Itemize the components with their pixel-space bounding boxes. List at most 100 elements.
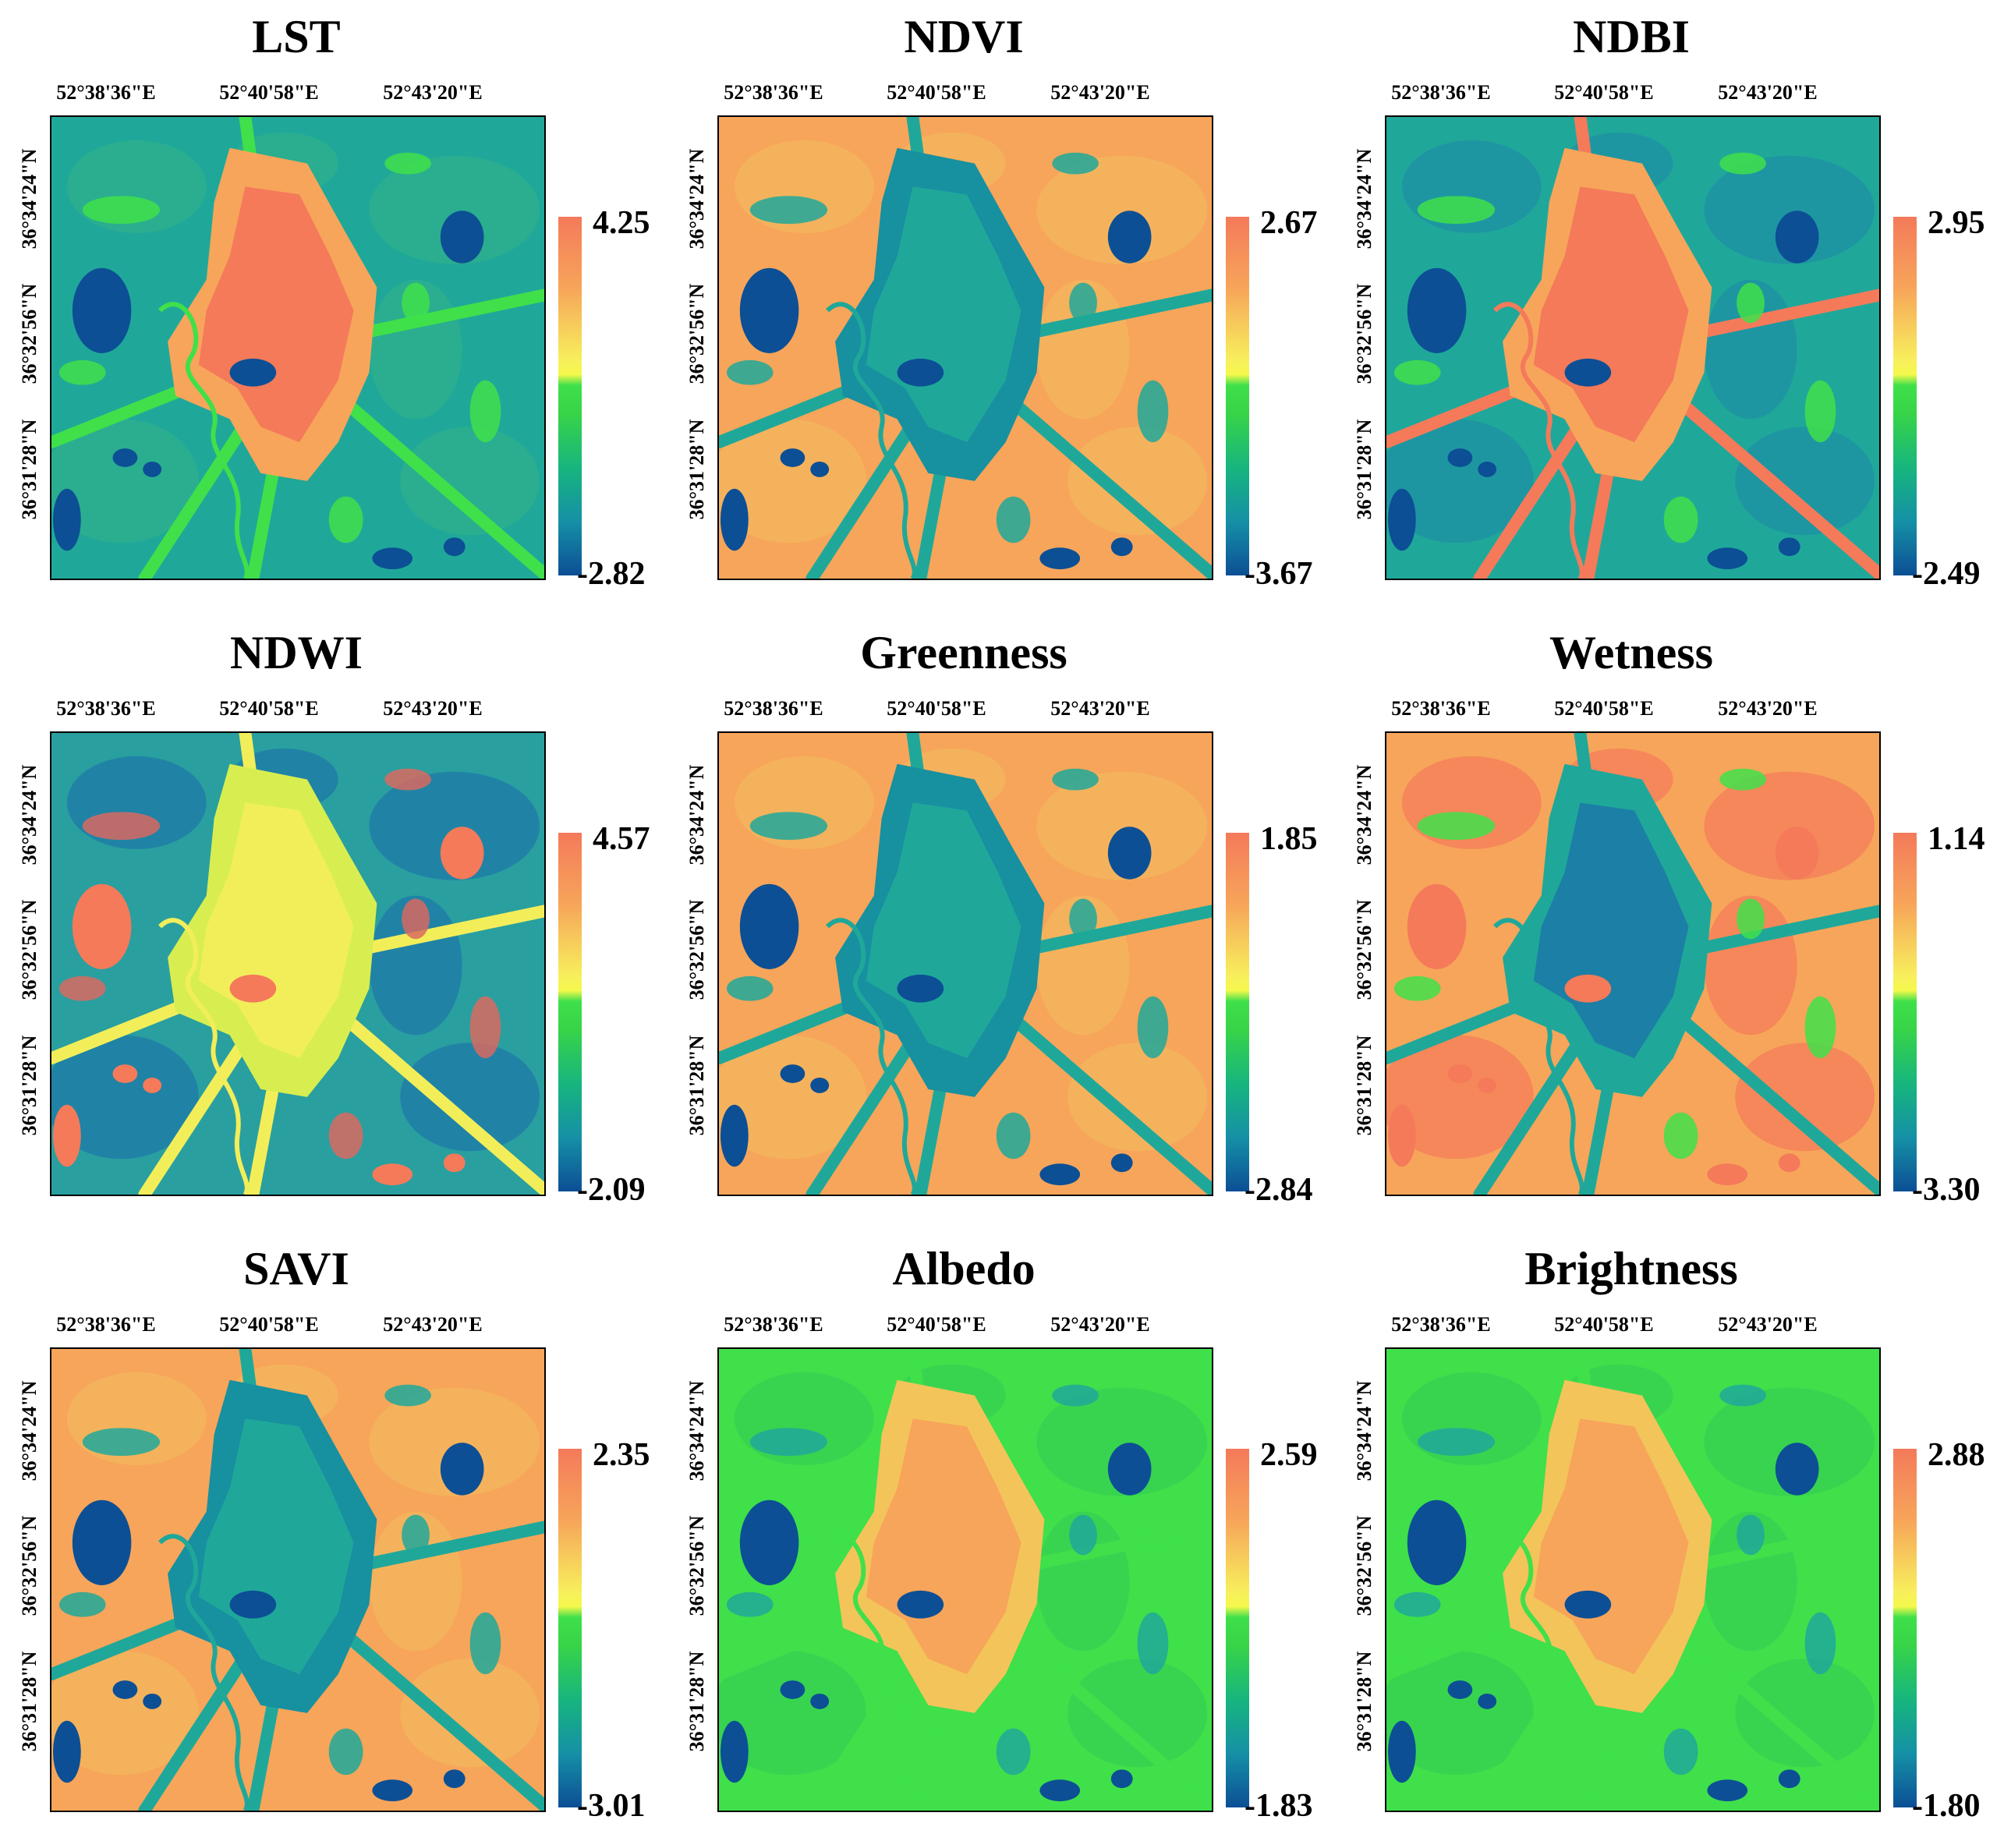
map-raster <box>1386 117 1879 579</box>
latitude-label: 36°34'24"N <box>18 764 41 866</box>
land-cover-patch <box>1068 427 1208 536</box>
field-patch <box>1804 1612 1836 1675</box>
longitude-label: 52°43'20"E <box>383 1313 483 1336</box>
field-patch <box>469 996 501 1059</box>
field-patch <box>82 196 161 225</box>
longitude-label: 52°40'58"E <box>887 81 986 104</box>
panel-title: LST <box>252 11 341 62</box>
panel-title: NDVI <box>904 11 1024 62</box>
map-panel-wetness: Wetness 52°38'36"E 52°40'58"E 52°43'20"E… <box>1335 616 2002 1232</box>
field-patch <box>1719 1384 1766 1407</box>
color-bar <box>1226 217 1249 575</box>
field-patch <box>82 812 161 841</box>
map-raster <box>719 1349 1212 1811</box>
water-body <box>1110 1153 1133 1173</box>
field-patch <box>1069 1514 1097 1556</box>
water-body <box>1387 1720 1416 1783</box>
land-cover-patch <box>369 155 540 264</box>
water-body <box>1039 1163 1081 1186</box>
water-body <box>52 488 81 551</box>
water-body <box>1107 211 1152 264</box>
water-body <box>810 1078 830 1093</box>
field-patch <box>1417 1428 1496 1457</box>
field-patch <box>1719 152 1766 175</box>
field-patch <box>1052 1384 1099 1407</box>
latitude-label: 36°31'28"N <box>18 1651 41 1752</box>
field-patch <box>996 1728 1031 1775</box>
river <box>1493 1534 1584 1811</box>
field-patch <box>749 1428 828 1457</box>
map-raster <box>51 733 544 1195</box>
field-patch <box>1137 996 1169 1059</box>
longitude-label: 52°40'58"E <box>219 697 319 720</box>
water-body <box>1564 974 1612 1003</box>
field-patch <box>1804 380 1836 443</box>
water-body <box>1707 547 1748 570</box>
map-raster <box>1386 1349 1879 1811</box>
water-body <box>1110 537 1133 557</box>
water-body <box>1110 1769 1133 1789</box>
water-body <box>372 1163 413 1186</box>
land-cover-patch <box>1036 1387 1208 1496</box>
water-body <box>897 1590 944 1619</box>
water-body <box>72 883 132 969</box>
color-bar-min-label: -3.67 <box>1245 556 1313 592</box>
latitude-label: 36°32'56"N <box>685 283 708 384</box>
longitude-label: 52°40'58"E <box>1554 697 1654 720</box>
water-body <box>897 358 944 387</box>
color-bar <box>1893 833 1917 1191</box>
map-panel-ndwi: NDWI 52°38'36"E 52°40'58"E 52°43'20"E 36… <box>0 616 667 1232</box>
land-cover-patch <box>719 1651 866 1775</box>
water-body <box>739 267 799 353</box>
latitude-label: 36°34'24"N <box>685 764 708 866</box>
land-cover-patch <box>1036 771 1208 880</box>
color-bar-min-label: -1.83 <box>1245 1788 1313 1824</box>
latitude-label: 36°32'56"N <box>685 1515 708 1616</box>
color-bar-min-label: -3.01 <box>577 1788 646 1824</box>
panel-title: Wetness <box>1549 627 1713 678</box>
water-body <box>440 1443 484 1496</box>
land-cover-patch <box>1386 1651 1534 1775</box>
color-bar <box>1226 833 1249 1191</box>
land-cover-patch <box>1036 155 1208 264</box>
color-bar <box>1226 1449 1249 1807</box>
water-body <box>720 488 749 551</box>
river <box>158 1534 250 1811</box>
field-patch <box>726 1591 774 1617</box>
water-body <box>1564 358 1612 387</box>
color-bar-max-label: 2.67 <box>1260 205 1318 241</box>
field-patch <box>1804 996 1836 1059</box>
river <box>1493 918 1584 1195</box>
land-cover-patch <box>51 1651 199 1775</box>
latitude-label: 36°31'28"N <box>685 1651 708 1752</box>
field-patch <box>1417 812 1496 841</box>
raster-map <box>1385 1347 1881 1812</box>
map-raster <box>719 117 1212 579</box>
latitude-label: 36°32'56"N <box>1353 1515 1376 1616</box>
color-bar-max-label: 1.85 <box>1260 821 1318 857</box>
water-body <box>1387 488 1416 551</box>
field-patch <box>749 196 828 225</box>
field-patch <box>996 1112 1031 1159</box>
water-body <box>810 1694 830 1709</box>
water-body <box>1778 537 1800 557</box>
color-bar-max-label: 2.88 <box>1928 1437 1985 1473</box>
water-body <box>440 827 484 880</box>
latitude-label: 36°34'24"N <box>18 1380 41 1482</box>
water-body <box>1107 827 1152 880</box>
map-raster <box>51 1349 544 1811</box>
map-panel-albedo: Albedo 52°38'36"E 52°40'58"E 52°43'20"E … <box>667 1232 1335 1848</box>
land-cover-patch <box>1386 419 1534 543</box>
latitude-label: 36°34'24"N <box>685 148 708 250</box>
water-body <box>780 1680 805 1699</box>
color-bar-min-label: -1.80 <box>1912 1788 1981 1824</box>
color-bar-max-label: 2.35 <box>593 1437 650 1473</box>
water-body <box>897 974 944 1003</box>
color-bar-min-label: -3.30 <box>1912 1172 1981 1208</box>
land-cover-patch <box>1068 1659 1208 1768</box>
water-body <box>720 1720 749 1783</box>
water-body <box>229 1590 277 1619</box>
longitude-label: 52°40'58"E <box>1554 81 1654 104</box>
color-bar <box>1893 217 1917 575</box>
